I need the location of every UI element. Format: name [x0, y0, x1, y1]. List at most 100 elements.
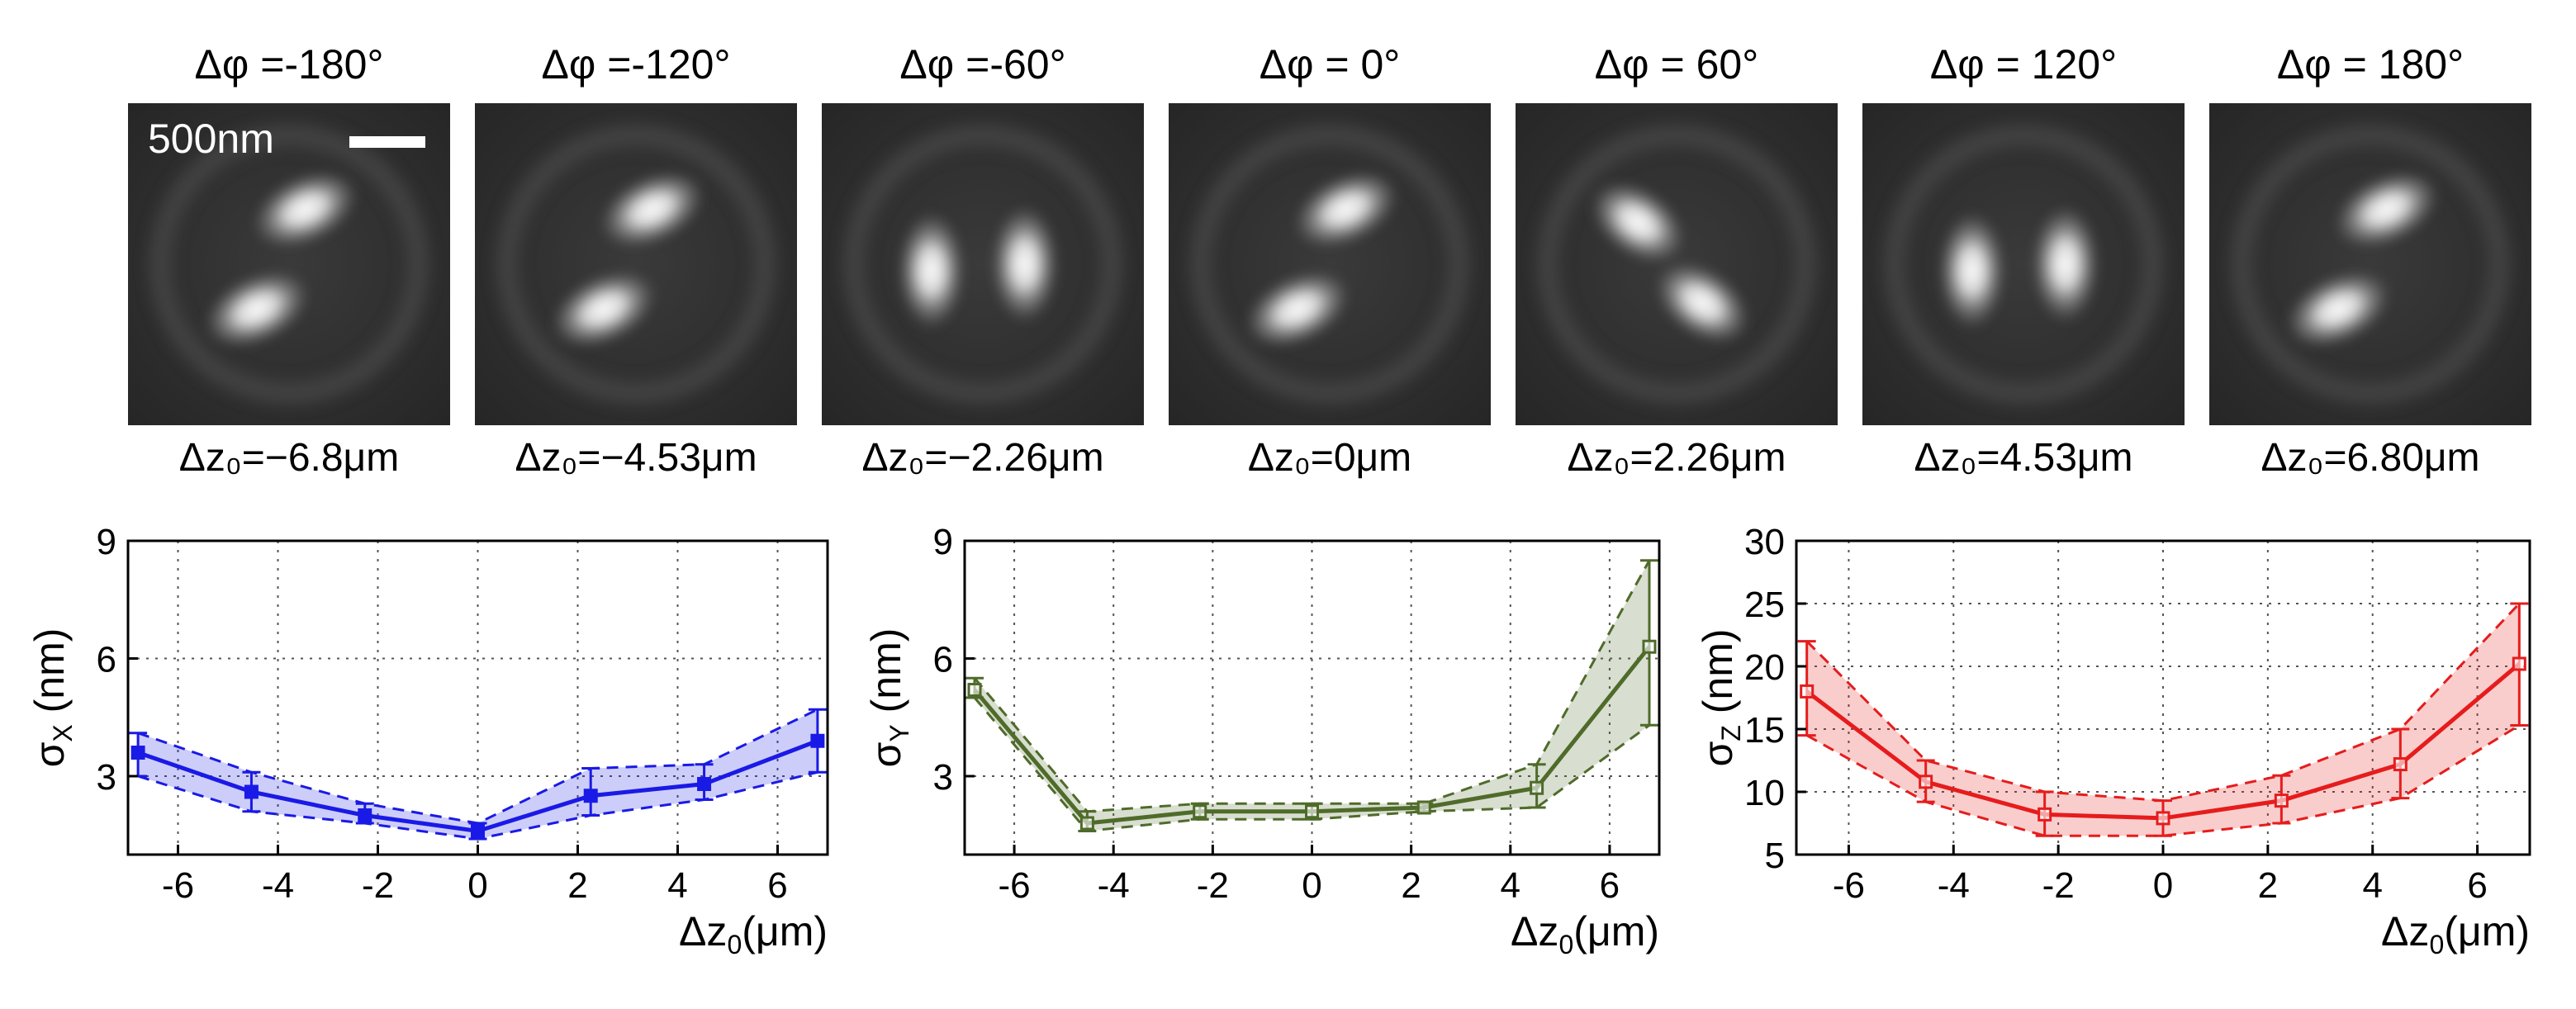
x-tick-label: -2	[362, 865, 394, 906]
psf-lobe-1	[895, 209, 967, 332]
y-tick-label: 3	[933, 757, 953, 798]
y-tick-label: 6	[933, 640, 953, 680]
psf-lobe-1	[2332, 168, 2441, 250]
psf-panel-7: Δφ = 180° Δz₀=6.80μm	[2209, 41, 2531, 480]
psf-image	[2209, 103, 2531, 425]
x-axis-label-unit: (μm)	[1573, 908, 1659, 955]
y-tick-label: 9	[97, 522, 116, 562]
psf-image	[1516, 103, 1838, 425]
psf-ring	[844, 126, 1122, 403]
x-tick-label: 4	[1501, 865, 1520, 906]
psf-lobe-2	[2283, 268, 2393, 350]
data-point	[244, 784, 259, 799]
psf-lobe-2	[548, 268, 659, 350]
x-axis-label-sub: 0	[1558, 930, 1573, 959]
phase-label: Δφ = 60°	[1595, 41, 1758, 88]
data-point	[1642, 639, 1657, 654]
x-axis-label: Δz0(μm)	[679, 908, 828, 959]
psf-lobe-2	[989, 202, 1060, 326]
phase-label: Δφ =-180°	[195, 41, 384, 88]
y-axis-label-sub: X	[48, 724, 78, 741]
y-tick-label: 9	[933, 522, 953, 562]
y-axis-label-unit: (nm)	[1695, 628, 1741, 725]
y-axis-label-main: σ	[1695, 741, 1741, 767]
x-tick-label: 2	[2258, 865, 2278, 906]
x-tick-label: -2	[2042, 865, 2075, 906]
x-tick-label: -6	[1833, 865, 1865, 906]
x-axis-label: Δz0(μm)	[2381, 908, 2530, 959]
phase-label: Δφ =-120°	[542, 41, 731, 88]
y-tick-label: 3	[97, 757, 116, 798]
x-tick-label: -4	[262, 865, 294, 906]
data-point	[2512, 656, 2526, 671]
dz-label: Δz₀=−4.53μm	[515, 436, 757, 480]
data-point	[2274, 793, 2289, 808]
psf-panel-6: Δφ = 120° Δz₀=4.53μm	[1862, 41, 2185, 480]
x-tick-label: 0	[1302, 865, 1321, 906]
x-axis-label-unit: (μm)	[2444, 908, 2530, 955]
data-point	[1919, 775, 1933, 789]
y-axis-label: σX (nm)	[26, 628, 78, 768]
y-tick-label: 20	[1744, 647, 1785, 688]
x-axis-label-main: Δz	[2381, 908, 2429, 955]
psf-image-background	[822, 103, 1144, 425]
phase-label: Δφ =-60°	[899, 41, 1065, 88]
psf-lobe-1	[1291, 168, 1401, 250]
x-tick-label: 4	[2362, 865, 2382, 906]
y-tick-label: 5	[1765, 836, 1785, 876]
x-axis-label: Δz0(μm)	[1511, 908, 1659, 959]
phase-label: Δφ = 180°	[2277, 41, 2464, 88]
psf-panels: Δφ =-180° 500nm Δz₀=−6.8μm Δφ =-120° Δz₀=−4.…	[128, 41, 2531, 480]
dz-label: Δz₀=−2.26μm	[861, 436, 1103, 480]
data-point	[1416, 800, 1431, 815]
x-tick-label: 0	[467, 865, 487, 906]
data-point	[967, 683, 982, 697]
psf-ring	[1885, 126, 2162, 403]
y-axis-label-sub: Y	[885, 724, 914, 741]
x-axis-label-unit: (μm)	[742, 908, 828, 955]
psf-image-background	[2209, 103, 2531, 425]
x-axis-label-sub: 0	[2429, 930, 2444, 959]
x-tick-label: 4	[667, 865, 687, 906]
psf-image	[475, 103, 797, 425]
x-tick-label: -6	[999, 865, 1031, 906]
dz-label: Δz₀=2.26μm	[1567, 436, 1786, 480]
y-tick-label: 30	[1744, 522, 1785, 562]
y-axis-label: σY (nm)	[863, 628, 914, 768]
psf-lobe-1	[1588, 179, 1687, 266]
x-tick-label: -2	[1197, 865, 1229, 906]
psf-ring	[150, 126, 428, 403]
psf-lobe-2	[202, 268, 312, 350]
data-point	[1530, 780, 1544, 795]
x-tick-label: 0	[2153, 865, 2173, 906]
data-point	[2393, 757, 2408, 772]
psf-image-background	[1862, 103, 2185, 425]
data-point	[2156, 811, 2170, 826]
psf-image	[128, 103, 450, 425]
y-tick-label: 6	[97, 640, 116, 680]
x-tick-label: 2	[1401, 865, 1421, 906]
dz-label: Δz₀=6.80μm	[2261, 436, 2479, 480]
x-tick-label: 2	[567, 865, 587, 906]
psf-lobe-1	[1936, 209, 2008, 332]
x-axis-label-sub: 0	[727, 930, 742, 959]
y-axis-label-sub: Z	[1716, 725, 1746, 741]
psf-image	[822, 103, 1144, 425]
scale-bar	[349, 136, 425, 148]
x-tick-label: 6	[2467, 865, 2487, 906]
psf-ring	[1191, 126, 1468, 403]
x-tick-label: 6	[1600, 865, 1620, 906]
dz-label: Δz₀=4.53μm	[1914, 436, 2132, 480]
x-axis-label-main: Δz	[1511, 908, 1558, 955]
psf-ring	[497, 126, 775, 403]
psf-image-background	[128, 103, 450, 425]
phase-label: Δφ = 0°	[1260, 41, 1401, 88]
data-point	[471, 824, 485, 838]
data-point	[358, 808, 372, 822]
data-point	[810, 733, 825, 748]
data-point	[130, 746, 145, 760]
y-tick-label: 25	[1744, 585, 1785, 625]
